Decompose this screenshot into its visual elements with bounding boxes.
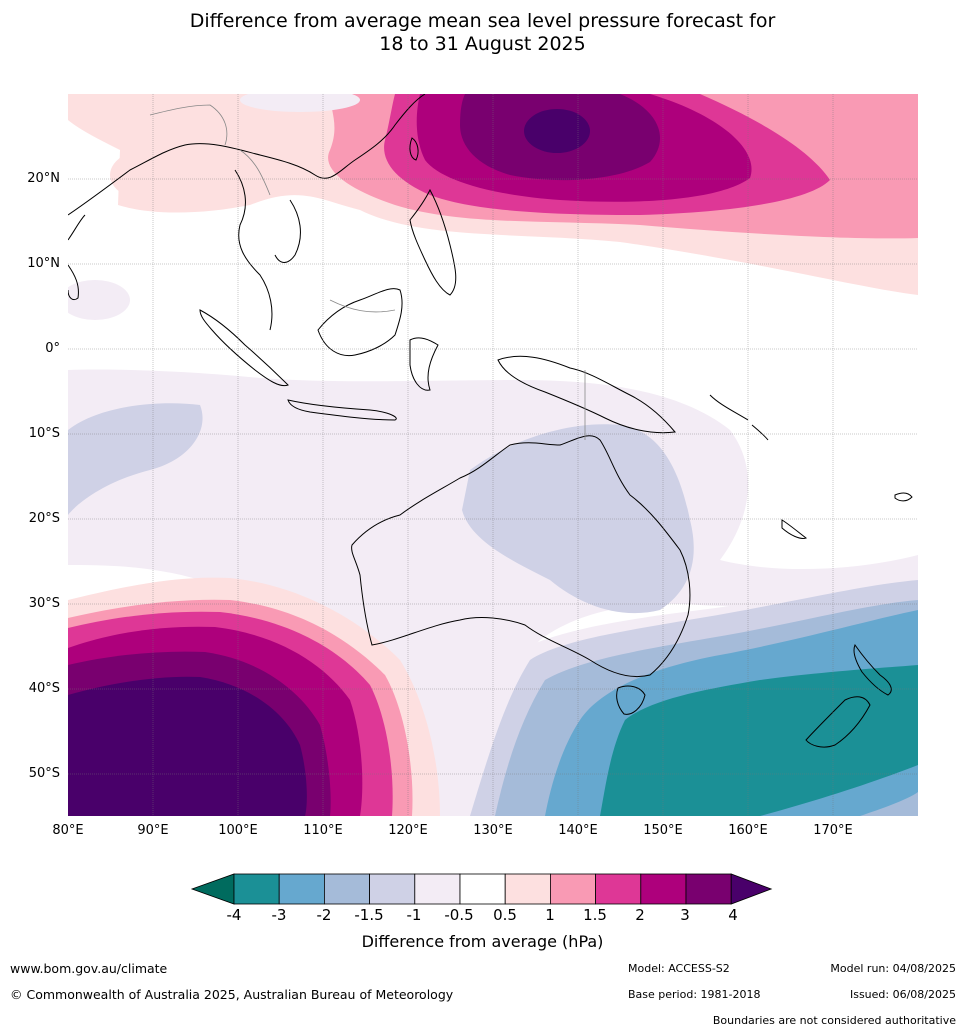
coastline-borneo bbox=[317, 288, 403, 357]
contour-south-positive-4 bbox=[68, 676, 307, 816]
lon-label-130e: 130°E bbox=[473, 823, 513, 838]
contour-south-negative-3 bbox=[600, 665, 918, 816]
legend-tick: 4 bbox=[728, 906, 738, 924]
legend-tick: 0.5 bbox=[493, 906, 517, 924]
contour-bay-bengal-0.5 bbox=[110, 145, 220, 205]
legend-swatch bbox=[233, 873, 280, 905]
footer-copyright: © Commonwealth of Australia 2025, Austra… bbox=[10, 987, 454, 1002]
coastline-java bbox=[287, 399, 397, 421]
lat-label-10n: 10°N bbox=[27, 256, 60, 271]
contour-south-negative-2-lower bbox=[760, 765, 918, 816]
lat-label-30s: 30°S bbox=[28, 596, 60, 611]
legend-swatch bbox=[369, 873, 416, 905]
coastline-asia-mainland bbox=[68, 94, 426, 331]
legend-tick: -2 bbox=[316, 906, 332, 924]
lon-label-90e: 90°E bbox=[137, 823, 169, 838]
lon-label-100e: 100°E bbox=[218, 823, 258, 838]
lat-label-10s: 10°S bbox=[28, 426, 60, 441]
contour-south-china-faint bbox=[240, 94, 360, 112]
lat-label-20s: 20°S bbox=[28, 511, 60, 526]
footer-issued: Issued: 06/08/2025 bbox=[849, 988, 956, 1001]
coastline-new-guinea bbox=[497, 355, 676, 434]
title-line-2: 18 to 31 August 2025 bbox=[379, 33, 586, 55]
coastline-fiji bbox=[894, 492, 913, 502]
footer-model-run: Model run: 04/08/2025 bbox=[830, 962, 956, 975]
graticule bbox=[68, 94, 918, 816]
lat-label-50s: 50°S bbox=[28, 766, 60, 781]
lon-label-170e: 170°E bbox=[813, 823, 853, 838]
lat-label-20n: 20°N bbox=[27, 171, 60, 186]
legend-tick: -4 bbox=[226, 906, 242, 924]
legend-swatch bbox=[278, 873, 325, 905]
lat-label-40s: 40°S bbox=[28, 681, 60, 696]
title-line-1: Difference from average mean sea level p… bbox=[189, 10, 776, 32]
coastline-new-caledonia bbox=[781, 519, 808, 539]
lon-label-80e: 80°E bbox=[52, 823, 84, 838]
lon-label-120e: 120°E bbox=[388, 823, 428, 838]
lon-label-160e: 160°E bbox=[728, 823, 768, 838]
legend-tick: 2 bbox=[635, 906, 645, 924]
legend-tick: -3 bbox=[271, 906, 287, 924]
lon-label-150e: 150°E bbox=[643, 823, 683, 838]
legend-colorbar bbox=[190, 873, 773, 905]
contour-indian-ocean-negative-1 bbox=[68, 403, 203, 515]
map-title: Difference from average mean sea level p… bbox=[0, 10, 965, 56]
footer-disclaimer: Boundaries are not considered authoritat… bbox=[712, 1014, 956, 1027]
legend-swatch bbox=[504, 873, 551, 905]
coastline-sulawesi bbox=[409, 337, 439, 391]
coastline-taiwan bbox=[409, 137, 419, 161]
coastline-sumatra bbox=[199, 309, 289, 387]
contour-arabian-sea-negative bbox=[68, 280, 130, 320]
legend-swatch bbox=[685, 873, 732, 905]
legend-tick: 3 bbox=[680, 906, 690, 924]
lon-label-140e: 140°E bbox=[558, 823, 598, 838]
footer-site-link[interactable]: www.bom.gov.au/climate bbox=[10, 961, 168, 976]
legend-tick: -1.5 bbox=[354, 906, 384, 924]
legend-swatches bbox=[190, 873, 773, 905]
anomaly-contours bbox=[68, 94, 918, 816]
coastline-india bbox=[68, 214, 86, 241]
coastlines bbox=[68, 94, 913, 748]
coastline-tasmania bbox=[616, 685, 646, 715]
legend-swatch bbox=[595, 873, 642, 905]
lat-label-0: 0° bbox=[45, 341, 60, 356]
legend-title: Difference from average (hPa) bbox=[361, 932, 604, 951]
coastline-solomons bbox=[709, 394, 769, 441]
pressure-anomaly-map bbox=[68, 94, 918, 816]
legend-swatch bbox=[640, 873, 687, 905]
contour-south-negative-1.5-lower bbox=[860, 792, 918, 816]
legend-swatch bbox=[323, 873, 370, 905]
lon-label-110e: 110°E bbox=[303, 823, 343, 838]
legend-tick: -1 bbox=[406, 906, 422, 924]
coastline-new-zealand-north bbox=[853, 643, 892, 696]
legend-swatch bbox=[549, 873, 596, 905]
footer-base-period: Base period: 1981-2018 bbox=[628, 988, 761, 1001]
contour-north-4 bbox=[524, 109, 590, 153]
coastline-sri-lanka bbox=[68, 264, 79, 301]
legend-tick: 1.5 bbox=[583, 906, 607, 924]
coastline-australia bbox=[351, 435, 691, 678]
legend-swatch bbox=[414, 873, 461, 905]
legend-tick: -0.5 bbox=[444, 906, 474, 924]
country-borders bbox=[149, 104, 586, 440]
legend-arrow-low bbox=[190, 873, 235, 905]
footer-model: Model: ACCESS-S2 bbox=[628, 962, 730, 975]
coastline-new-zealand-south bbox=[805, 696, 871, 748]
coastline-philippines bbox=[409, 188, 457, 296]
legend-swatch bbox=[459, 873, 506, 905]
legend-tick: 1 bbox=[545, 906, 555, 924]
legend-arrow-high bbox=[730, 873, 773, 905]
